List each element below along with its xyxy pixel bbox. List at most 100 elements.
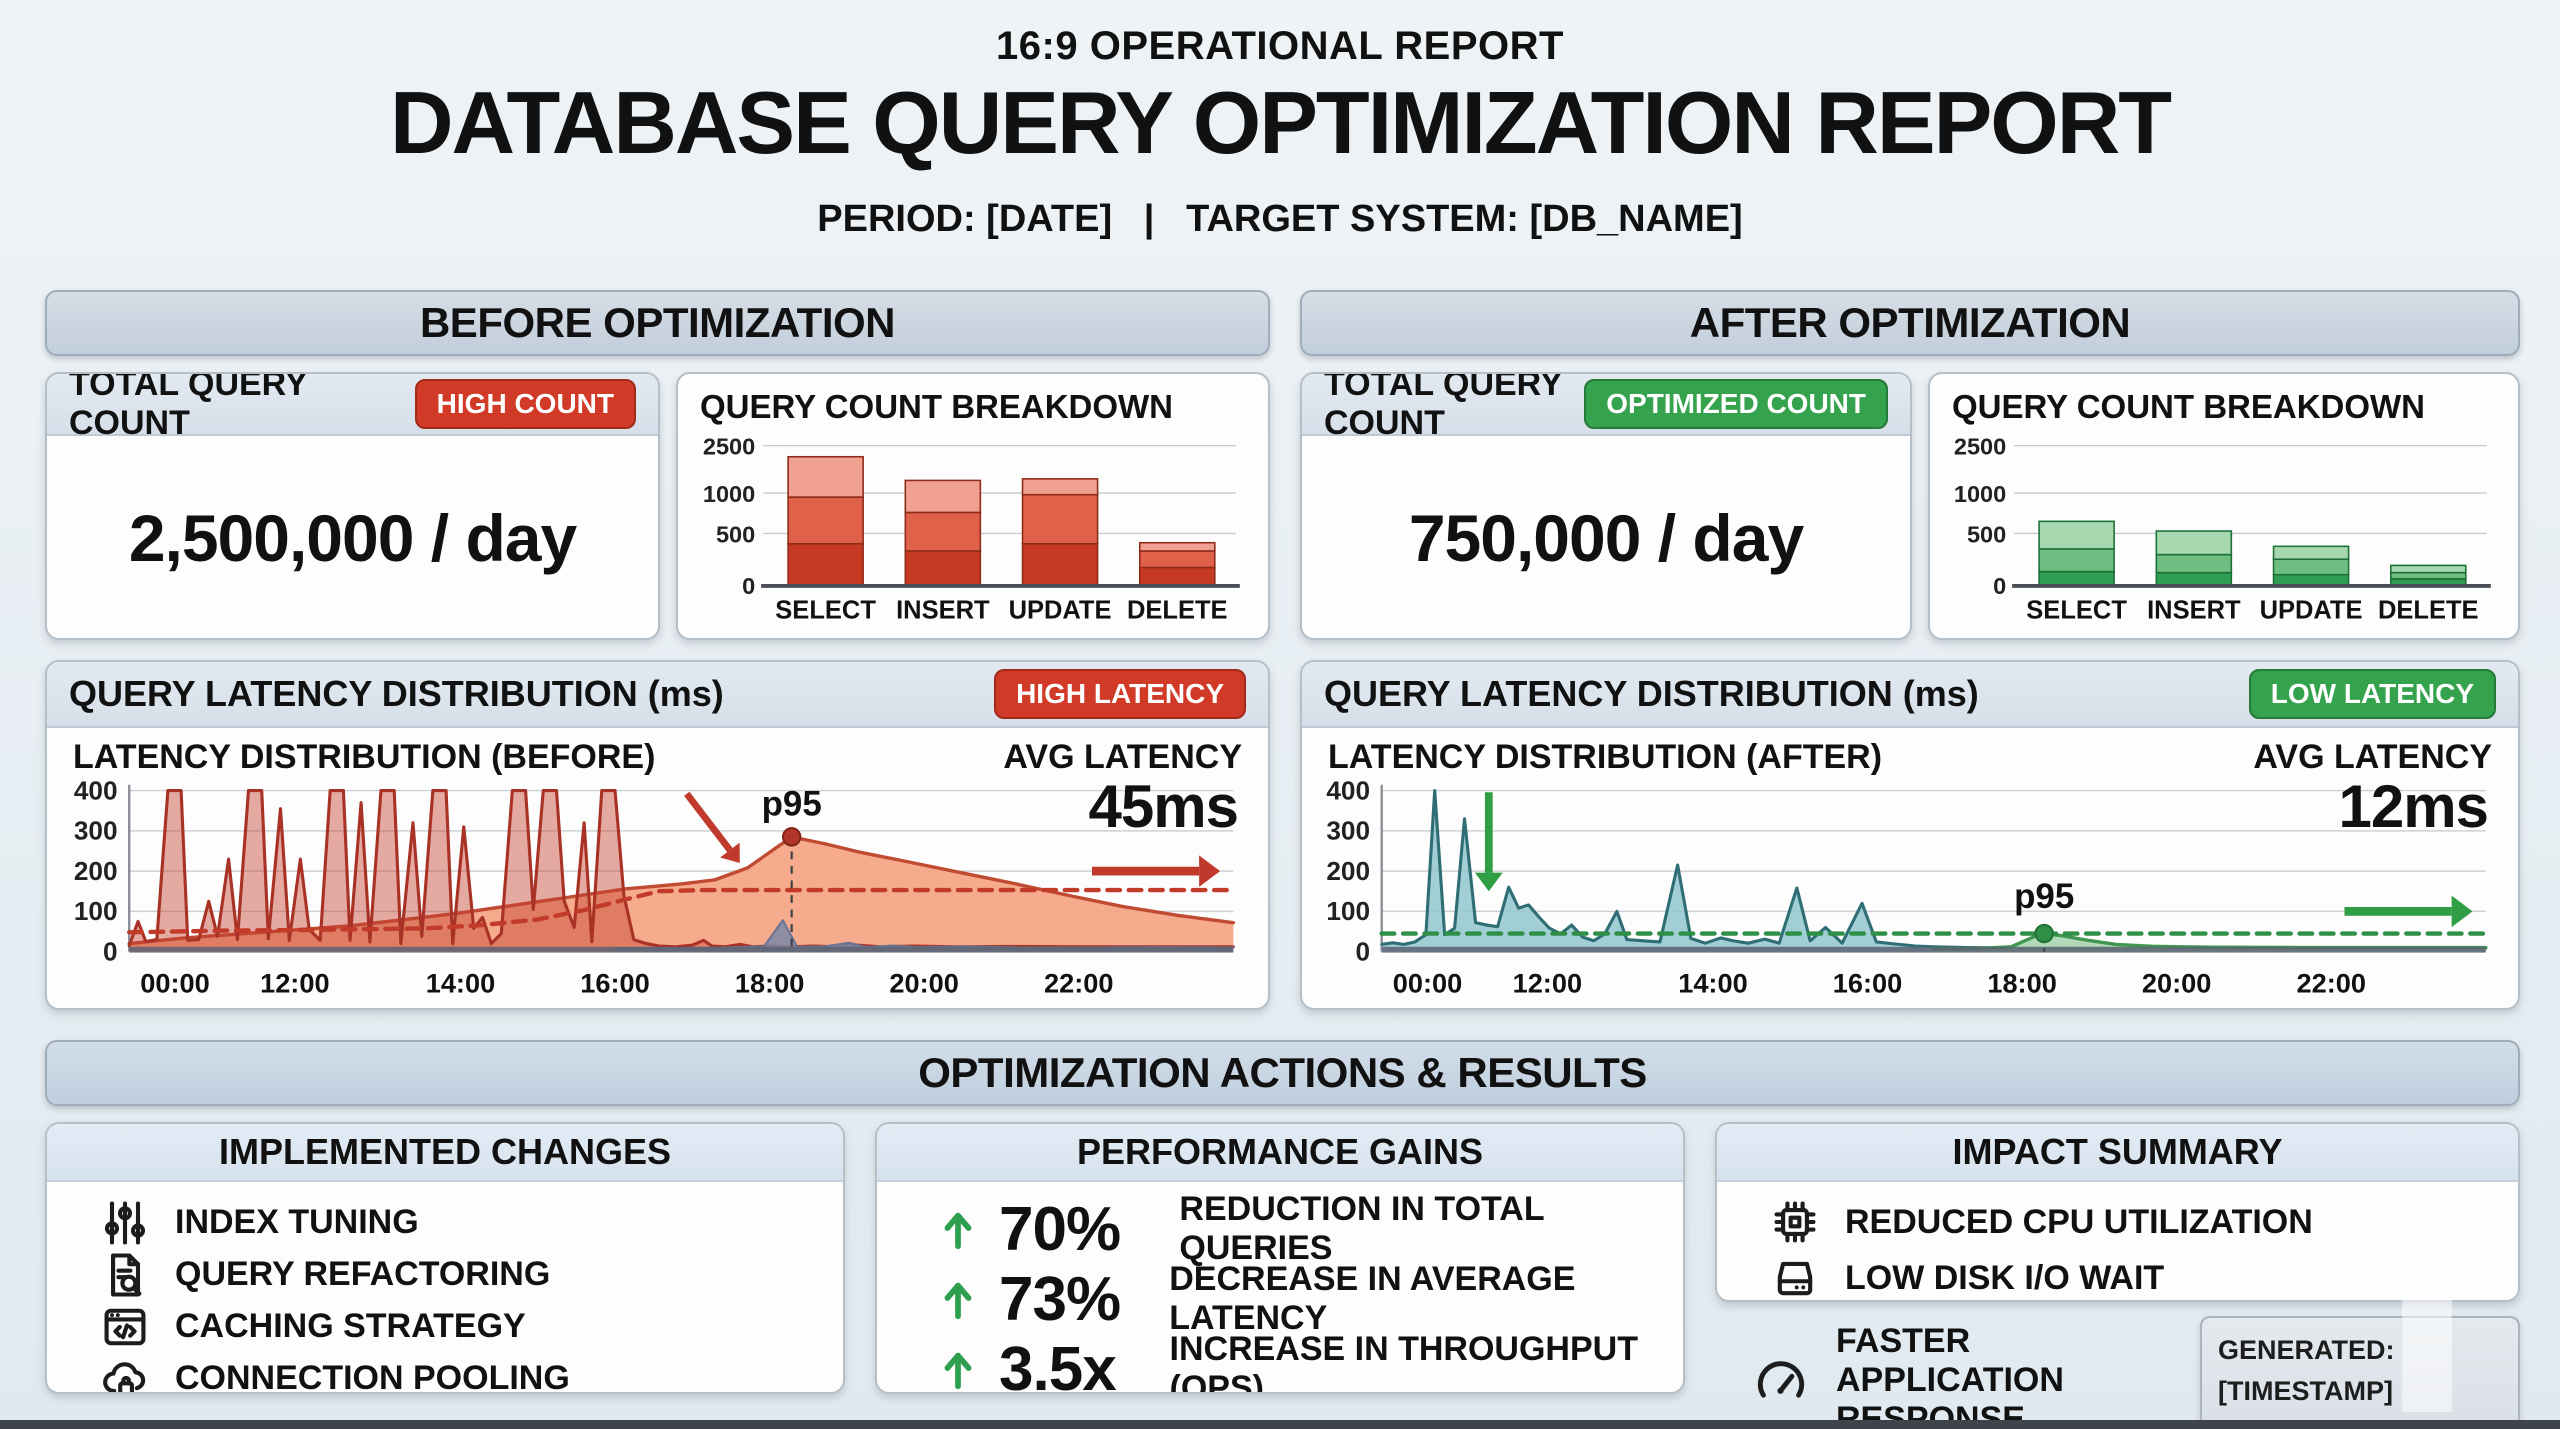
svg-text:DELETE: DELETE — [1127, 596, 1228, 624]
list-item: CACHING STRATEGY — [47, 1301, 843, 1352]
status-badge-high-count: HIGH COUNT — [414, 379, 636, 429]
list-item-label: CONNECTION POOLING — [175, 1359, 570, 1394]
svg-text:1000: 1000 — [703, 481, 755, 507]
card-title: TOTAL QUERY COUNT — [1324, 372, 1563, 442]
svg-text:100: 100 — [1326, 896, 1370, 926]
svg-text:500: 500 — [716, 521, 755, 547]
svg-text:UPDATE: UPDATE — [1009, 596, 1112, 624]
report-subtitle: PERIOD: [DATE] | TARGET SYSTEM: [DB_NAME… — [817, 198, 1743, 240]
svg-text:SELECT: SELECT — [775, 596, 876, 624]
svg-text:p95: p95 — [2014, 877, 2074, 916]
gain-label: REDUCTION IN TOTAL QUERIES — [1179, 1190, 1544, 1267]
list-item-label: REDUCED CPU UTILIZATION — [1845, 1202, 2313, 1241]
latency-chart-before: 0 100 200 300 400 00:00 12:00 14:00 16:00 18:00 20… — [74, 777, 1236, 998]
svg-text:18:00: 18:00 — [735, 967, 804, 998]
avg-latency-value-after: 12ms — [2338, 773, 2489, 840]
svg-text:500: 500 — [1967, 521, 2006, 547]
svg-text:100: 100 — [74, 896, 118, 926]
svg-text:18:00: 18:00 — [1987, 967, 2056, 998]
list-item-label: INDEX TUNING — [175, 1203, 419, 1241]
query-breakdown-chart-before: 0 500 1000 2500 SELECT INSERT UPDATE DELETE — [703, 434, 1240, 624]
svg-text:UPDATE: UPDATE — [2260, 596, 2363, 624]
svg-text:20:00: 20:00 — [889, 967, 958, 998]
section-header-after: AFTER OPTIMIZATION — [1300, 290, 2520, 356]
section-header-before: BEFORE OPTIMIZATION — [45, 290, 1270, 356]
svg-text:300: 300 — [74, 816, 118, 846]
svg-text:0: 0 — [1355, 936, 1370, 966]
svg-text:12:00: 12:00 — [260, 967, 329, 998]
status-badge-optimized-count: OPTIMIZED COUNT — [1584, 379, 1888, 429]
impact-summary-panel: IMPACT SUMMARY REDUCED CPU UTILIZATION — [1715, 1122, 2520, 1302]
disk-icon — [1777, 1261, 1813, 1296]
avg-latency-label: AVG LATENCY — [1003, 738, 1242, 776]
svg-text:2500: 2500 — [1954, 434, 2006, 460]
chart-label: LATENCY DISTRIBUTION (BEFORE) — [73, 738, 656, 776]
svg-text:400: 400 — [74, 777, 118, 805]
query-breakdown-chart-after: 0 500 1000 2500 SELECT INSERT UPDATE DELETE — [1954, 434, 2491, 624]
svg-text:SELECT: SELECT — [2026, 596, 2127, 624]
chart-title: QUERY COUNT BREAKDOWN — [700, 388, 1174, 425]
list-item-label: LOW DISK I/O WAIT — [1845, 1258, 2165, 1297]
up-arrow-icon — [944, 1282, 972, 1320]
chart-label: LATENCY DISTRIBUTION (AFTER) — [1328, 738, 1883, 776]
svg-text:INSERT: INSERT — [896, 596, 990, 624]
faster-application-response-item: FASTER APPLICATION RESPONSE — [1750, 1322, 2210, 1429]
page-title: DATABASE QUERY OPTIMIZATION REPORT — [389, 73, 2172, 172]
generated-timestamp: GENERATED: [TIMESTAMP] — [2218, 1335, 2395, 1406]
gain-value: 3.5x — [999, 1334, 1117, 1394]
avg-latency-value-before: 45ms — [1088, 773, 1239, 840]
avg-latency-label: AVG LATENCY — [2253, 738, 2492, 776]
performance-gains-panel: PERFORMANCE GAINS 70% REDUCTION IN TOTAL… — [875, 1122, 1685, 1394]
total-query-count-card-before: TOTAL QUERY COUNT HIGH COUNT 2,500,000 /… — [45, 372, 660, 640]
query-breakdown-card-after: QUERY COUNT BREAKDOWN 0 500 1000 2500 SELECT… — [1928, 372, 2520, 640]
list-item: LOW DISK I/O WAIT — [1717, 1250, 2518, 1300]
svg-text:00:00: 00:00 — [140, 967, 209, 998]
svg-text:400: 400 — [1326, 777, 1370, 805]
list-item-label: CACHING STRATEGY — [175, 1307, 526, 1345]
svg-text:22:00: 22:00 — [1044, 967, 1113, 998]
report-meta-box: GENERATED: [TIMESTAMP] AUTHOR: [OP_TEAM] — [2200, 1316, 2520, 1429]
card-title: QUERY LATENCY DISTRIBUTION (ms) — [1324, 673, 1979, 714]
gain-label: DECREASE IN AVERAGE LATENCY — [1169, 1260, 1576, 1337]
card-title: TOTAL QUERY COUNT — [69, 372, 308, 442]
status-badge-low-latency: LOW LATENCY — [2248, 669, 2496, 719]
cpu-icon — [1774, 1201, 1816, 1243]
svg-text:0: 0 — [103, 936, 118, 966]
list-item-label: QUERY REFACTORING — [175, 1255, 551, 1293]
svg-text:20:00: 20:00 — [2142, 967, 2211, 998]
sliders-icon — [104, 1200, 146, 1245]
panel-title: IMPACT SUMMARY — [1717, 1124, 2518, 1182]
svg-text:22:00: 22:00 — [2297, 967, 2366, 998]
gauge-icon — [1757, 1360, 1805, 1398]
svg-text:0: 0 — [1993, 573, 2006, 599]
svg-text:INSERT: INSERT — [2147, 596, 2241, 624]
status-badge-high-latency: HIGH LATENCY — [994, 669, 1246, 719]
svg-text:1000: 1000 — [1954, 481, 2006, 507]
document-search-icon — [111, 1252, 142, 1297]
latency-card-before: QUERY LATENCY DISTRIBUTION (ms) HIGH LAT… — [45, 660, 1270, 1010]
svg-text:14:00: 14:00 — [426, 967, 495, 998]
svg-text:16:00: 16:00 — [1833, 967, 1902, 998]
query-breakdown-card-before: QUERY COUNT BREAKDOWN 0 500 1000 2500 SELECT… — [676, 372, 1270, 640]
gain-row: 70% REDUCTION IN TOTAL QUERIES — [877, 1190, 1683, 1267]
total-query-count-card-after: TOTAL QUERY COUNT OPTIMIZED COUNT 750,00… — [1300, 372, 1912, 640]
panel-title: PERFORMANCE GAINS — [877, 1124, 1683, 1182]
svg-text:DELETE: DELETE — [2378, 596, 2479, 624]
bottom-border-strip — [0, 1420, 2560, 1429]
total-query-count-value-before: 2,500,000 / day — [128, 501, 577, 575]
svg-text:200: 200 — [74, 856, 118, 886]
list-item-label: FASTER APPLICATION RESPONSE — [1836, 1322, 2064, 1429]
svg-text:300: 300 — [1326, 816, 1370, 846]
svg-text:0: 0 — [742, 573, 755, 599]
gain-label: INCREASE IN THROUGHPUT (QPS) — [1169, 1330, 1638, 1394]
up-arrow-icon — [944, 1352, 972, 1390]
gain-value: 73% — [999, 1264, 1121, 1334]
implemented-changes-panel: IMPLEMENTED CHANGES INDEX TUNING QUERY R… — [45, 1122, 845, 1394]
list-item: CONNECTION POOLING — [47, 1353, 843, 1394]
svg-text:14:00: 14:00 — [1678, 967, 1747, 998]
svg-text:p95: p95 — [762, 785, 822, 824]
latency-card-after: QUERY LATENCY DISTRIBUTION (ms) LOW LATE… — [1300, 660, 2520, 1010]
panel-title: IMPLEMENTED CHANGES — [47, 1124, 843, 1182]
gain-row: 3.5x INCREASE IN THROUGHPUT (QPS) — [877, 1330, 1683, 1394]
